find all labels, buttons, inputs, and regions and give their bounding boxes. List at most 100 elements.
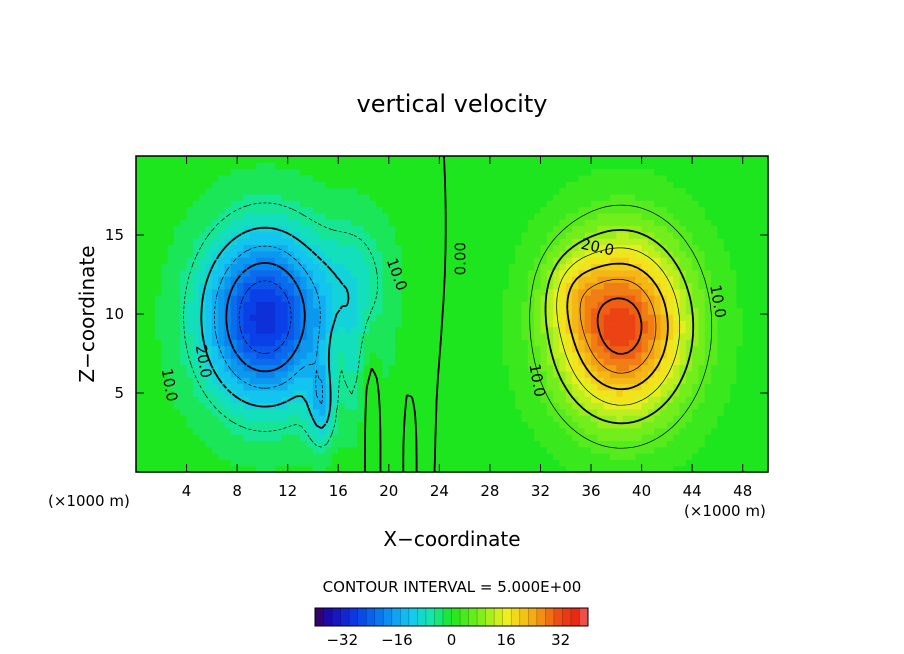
heatmap-cell <box>565 440 573 448</box>
heatmap-cell <box>654 156 662 163</box>
heatmap-cell <box>464 408 472 416</box>
heatmap-cell <box>704 307 712 315</box>
heatmap-cell <box>294 358 301 366</box>
heatmap-cell <box>256 269 263 277</box>
heatmap-cell <box>736 212 744 220</box>
heatmap-cell <box>742 263 750 271</box>
heatmap-cell <box>205 231 213 239</box>
heatmap-cell <box>508 314 516 321</box>
heatmap-cell <box>685 339 693 347</box>
heatmap-cell <box>717 244 725 252</box>
heatmap-cell <box>350 421 358 429</box>
heatmap-cell <box>148 345 156 353</box>
heatmap-cell <box>275 339 282 347</box>
heatmap-cell <box>433 162 440 170</box>
heatmap-cell <box>294 345 301 353</box>
heatmap-cell <box>603 377 611 385</box>
heatmap-cell <box>635 332 643 340</box>
heatmap-cell <box>407 440 415 448</box>
heatmap-cell <box>426 383 434 391</box>
heatmap-cell <box>376 168 384 176</box>
heatmap-cell <box>559 453 567 460</box>
heatmap-cell <box>300 421 308 429</box>
heatmap-cell <box>559 168 567 176</box>
heatmap-cell <box>186 282 194 290</box>
heatmap-cell <box>452 389 459 397</box>
heatmap-cell <box>154 370 162 378</box>
heatmap-cell <box>211 320 219 328</box>
heatmap-cell <box>218 453 226 460</box>
heatmap-cell <box>376 193 384 201</box>
heatmap-cell <box>483 396 491 404</box>
heatmap-cell <box>439 408 447 416</box>
heatmap-cell <box>136 250 143 258</box>
heatmap-cell <box>730 408 737 416</box>
heatmap-cell <box>534 219 542 227</box>
heatmap-cell <box>211 314 219 321</box>
heatmap-cell <box>388 440 396 448</box>
heatmap-cell <box>199 446 207 454</box>
heatmap-cell <box>641 301 649 309</box>
heatmap-cell <box>205 446 213 454</box>
heatmap-cell <box>540 238 548 246</box>
heatmap-cell <box>173 389 181 397</box>
heatmap-cell <box>761 219 769 227</box>
heatmap-cell <box>388 377 396 385</box>
heatmap-cell <box>407 156 415 163</box>
heatmap-cell <box>445 370 453 378</box>
heatmap-cell <box>584 326 592 334</box>
heatmap-cell <box>230 193 238 201</box>
heatmap-cell <box>660 301 668 309</box>
heatmap-cell <box>420 453 428 460</box>
heatmap-cell <box>300 459 308 467</box>
heatmap-cell <box>704 181 712 189</box>
heatmap-cell <box>439 168 447 176</box>
heatmap-cell <box>489 206 497 214</box>
heatmap-cell <box>420 288 428 296</box>
heatmap-cell <box>742 219 750 227</box>
heatmap-cell <box>275 231 282 239</box>
heatmap-cell <box>717 465 725 473</box>
heatmap-cell <box>660 263 668 271</box>
heatmap-cell <box>458 421 466 429</box>
heatmap-cell <box>344 244 352 252</box>
heatmap-cell <box>761 345 769 353</box>
heatmap-cell <box>407 295 415 302</box>
heatmap-cell <box>508 174 516 182</box>
heatmap-cell <box>553 263 561 271</box>
heatmap-cell <box>376 257 384 265</box>
heatmap-cell <box>742 421 750 429</box>
heatmap-cell <box>559 206 567 214</box>
heatmap-cell <box>287 339 295 347</box>
heatmap-cell <box>407 244 415 252</box>
heatmap-cell <box>369 326 377 334</box>
heatmap-cell <box>698 282 706 290</box>
heatmap-cell <box>730 295 737 302</box>
heatmap-cell <box>136 156 143 163</box>
heatmap-cell <box>458 187 466 195</box>
heatmap-cell <box>628 351 636 359</box>
heatmap-cell <box>464 383 472 391</box>
heatmap-cell <box>268 459 276 467</box>
heatmap-cell <box>376 174 384 182</box>
heatmap-cell <box>711 250 719 258</box>
heatmap-cell <box>685 156 693 163</box>
heatmap-cell <box>262 269 270 277</box>
heatmap-cell <box>319 193 327 201</box>
heatmap-cell <box>717 402 725 410</box>
heatmap-cell <box>534 250 542 258</box>
heatmap-cell <box>294 307 301 315</box>
heatmap-cell <box>527 181 535 189</box>
heatmap-cell <box>275 314 282 321</box>
heatmap-cell <box>312 339 320 347</box>
heatmap-cell <box>344 156 352 163</box>
heatmap-cell <box>591 465 598 473</box>
heatmap-cell <box>199 307 207 315</box>
heatmap-cell <box>294 314 301 321</box>
heatmap-cell <box>414 174 421 182</box>
heatmap-cell <box>527 408 535 416</box>
heatmap-cell <box>610 427 617 435</box>
heatmap-cell <box>458 326 466 334</box>
heatmap-cell <box>331 440 339 448</box>
heatmap-cell <box>363 364 371 372</box>
